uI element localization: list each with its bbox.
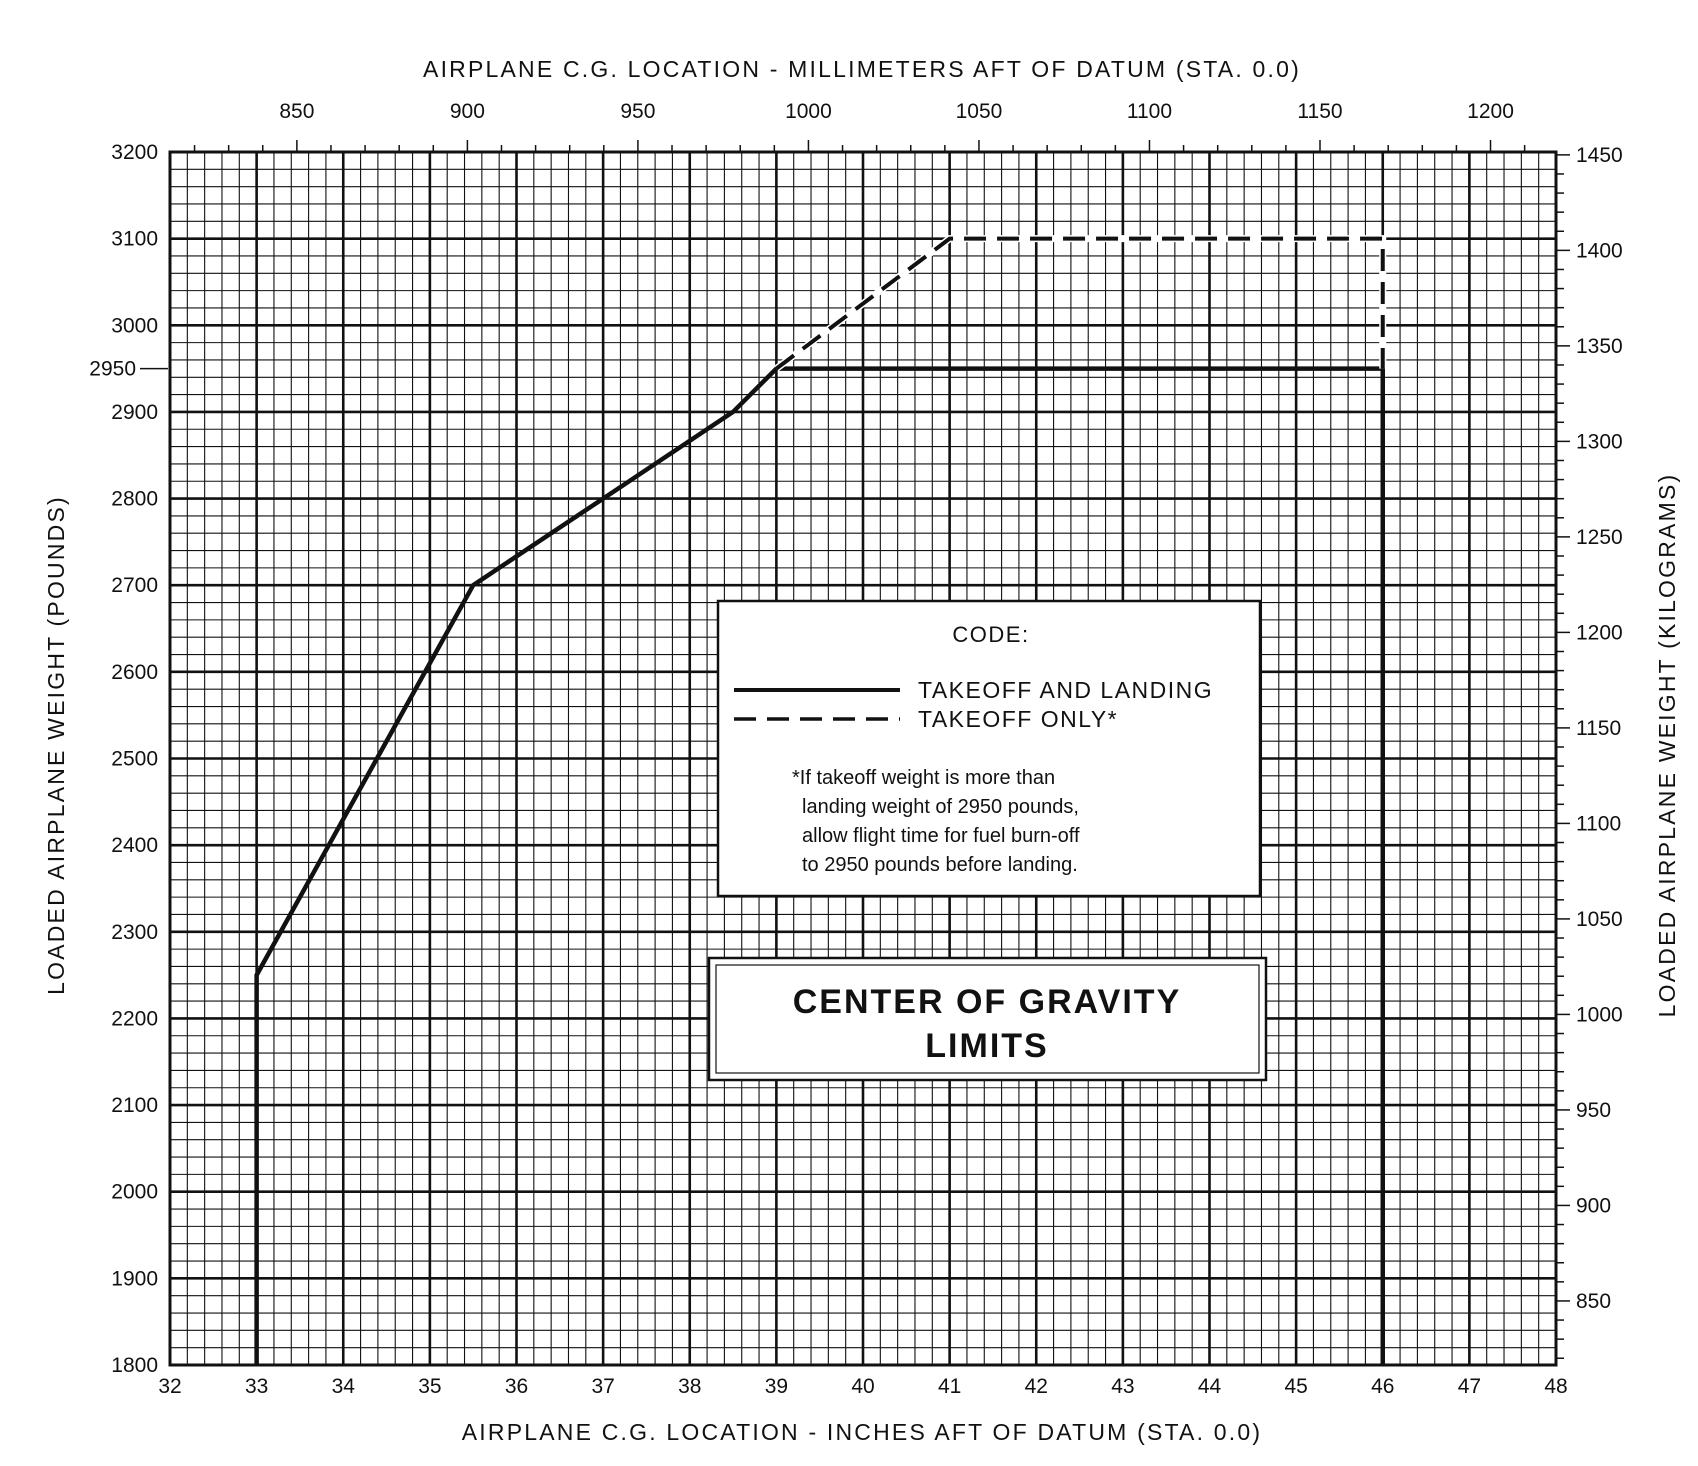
- x-tick-label: 36: [505, 1375, 528, 1398]
- y2-tick-label: 1050: [1576, 908, 1623, 931]
- x-tick-label: 40: [851, 1375, 874, 1398]
- y-tick-label: 1800: [111, 1354, 158, 1377]
- y-tick-label: 3200: [111, 141, 158, 164]
- x-tick-label: 34: [332, 1375, 356, 1398]
- note-line-1: *If takeoff weight is more than: [792, 767, 1055, 789]
- bottom-axis-title: AIRPLANE C.G. LOCATION - INCHES AFT OF D…: [462, 1419, 1262, 1445]
- y2-tick-label: 1450: [1576, 144, 1623, 167]
- y-tick-label: 2900: [111, 401, 158, 424]
- y-tick-label: 2100: [111, 1094, 158, 1117]
- y-extra-tick-label: 2950: [89, 358, 136, 381]
- x2-tick-label: 1200: [1467, 100, 1514, 123]
- x-tick-label: 47: [1458, 1375, 1481, 1398]
- x-tick-label: 32: [158, 1375, 181, 1398]
- y-tick-label: 2200: [111, 1007, 158, 1030]
- x-tick-label: 33: [245, 1375, 268, 1398]
- x-tick-label: 41: [938, 1375, 961, 1398]
- x-tick-label: 37: [591, 1375, 614, 1398]
- y2-tick-label: 1250: [1576, 526, 1623, 549]
- note-line-4: to 2950 pounds before landing.: [802, 854, 1078, 876]
- right-axis-title: LOADED AIRPLANE WEIGHT (KILOGRAMS): [1654, 473, 1680, 1018]
- y2-tick-label: 900: [1576, 1194, 1611, 1217]
- x2-tick-label: 1000: [785, 100, 832, 123]
- y2-tick-label: 850: [1576, 1290, 1611, 1313]
- x2-tick-label: 950: [620, 100, 655, 123]
- x-tick-label: 45: [1284, 1375, 1307, 1398]
- legend-item-takeoff-and-landing: TAKEOFF AND LANDING: [918, 677, 1213, 703]
- y2-tick-label: 1300: [1576, 430, 1623, 453]
- series-line-underlay: [776, 239, 1382, 369]
- chart-title-line-2: LIMITS: [925, 1027, 1048, 1065]
- y-tick-label: 2600: [111, 661, 158, 684]
- y2-tick-label: 1150: [1576, 717, 1621, 740]
- y-tick-label: 2500: [111, 748, 158, 771]
- chart-title-line-1: CENTER OF GRAVITY: [793, 983, 1182, 1021]
- note-line-3: allow flight time for fuel burn-off: [802, 825, 1080, 847]
- y-tick-label: 3000: [111, 314, 158, 337]
- top-axis-title: AIRPLANE C.G. LOCATION - MILLIMETERS AFT…: [423, 56, 1301, 82]
- y2-tick-label: 1200: [1576, 621, 1623, 644]
- y-tick-label: 2800: [111, 488, 158, 511]
- y-tick-label: 3100: [111, 228, 158, 251]
- title-box: CENTER OF GRAVITY LIMITS: [709, 958, 1266, 1080]
- y-tick-label: 2400: [111, 834, 158, 857]
- x2-tick-label: 1100: [1127, 100, 1172, 123]
- x-tick-label: 46: [1371, 1375, 1394, 1398]
- x-tick-label: 48: [1544, 1375, 1567, 1398]
- x2-tick-label: 1050: [956, 100, 1003, 123]
- legend-box: CODE: TAKEOFF AND LANDING TAKEOFF ONLY* …: [718, 601, 1260, 896]
- x-tick-label: 42: [1025, 1375, 1048, 1398]
- x2-tick-label: 850: [279, 100, 314, 123]
- x2-tick-label: 1150: [1297, 100, 1342, 123]
- y2-tick-label: 1000: [1576, 1003, 1623, 1026]
- y2-tick-label: 1350: [1576, 335, 1623, 358]
- y-tick-label: 1900: [111, 1267, 158, 1290]
- x-tick-label: 35: [418, 1375, 441, 1398]
- legend-title: CODE:: [952, 622, 1029, 647]
- note-line-2: landing weight of 2950 pounds,: [802, 796, 1079, 818]
- y-tick-label: 2300: [111, 921, 158, 944]
- y-tick-label: 2000: [111, 1181, 158, 1204]
- x-tick-label: 44: [1198, 1375, 1222, 1398]
- x-tick-label: 38: [678, 1375, 701, 1398]
- x-tick-label: 43: [1111, 1375, 1134, 1398]
- y2-tick-label: 1400: [1576, 239, 1623, 262]
- x-tick-label: 39: [765, 1375, 788, 1398]
- x2-tick-label: 900: [450, 100, 485, 123]
- y2-tick-label: 1100: [1576, 812, 1621, 835]
- y-tick-label: 2700: [111, 574, 158, 597]
- y2-tick-label: 950: [1576, 1099, 1611, 1122]
- left-axis-title: LOADED AIRPLANE WEIGHT (POUNDS): [43, 495, 69, 995]
- legend-item-takeoff-only: TAKEOFF ONLY*: [918, 706, 1118, 732]
